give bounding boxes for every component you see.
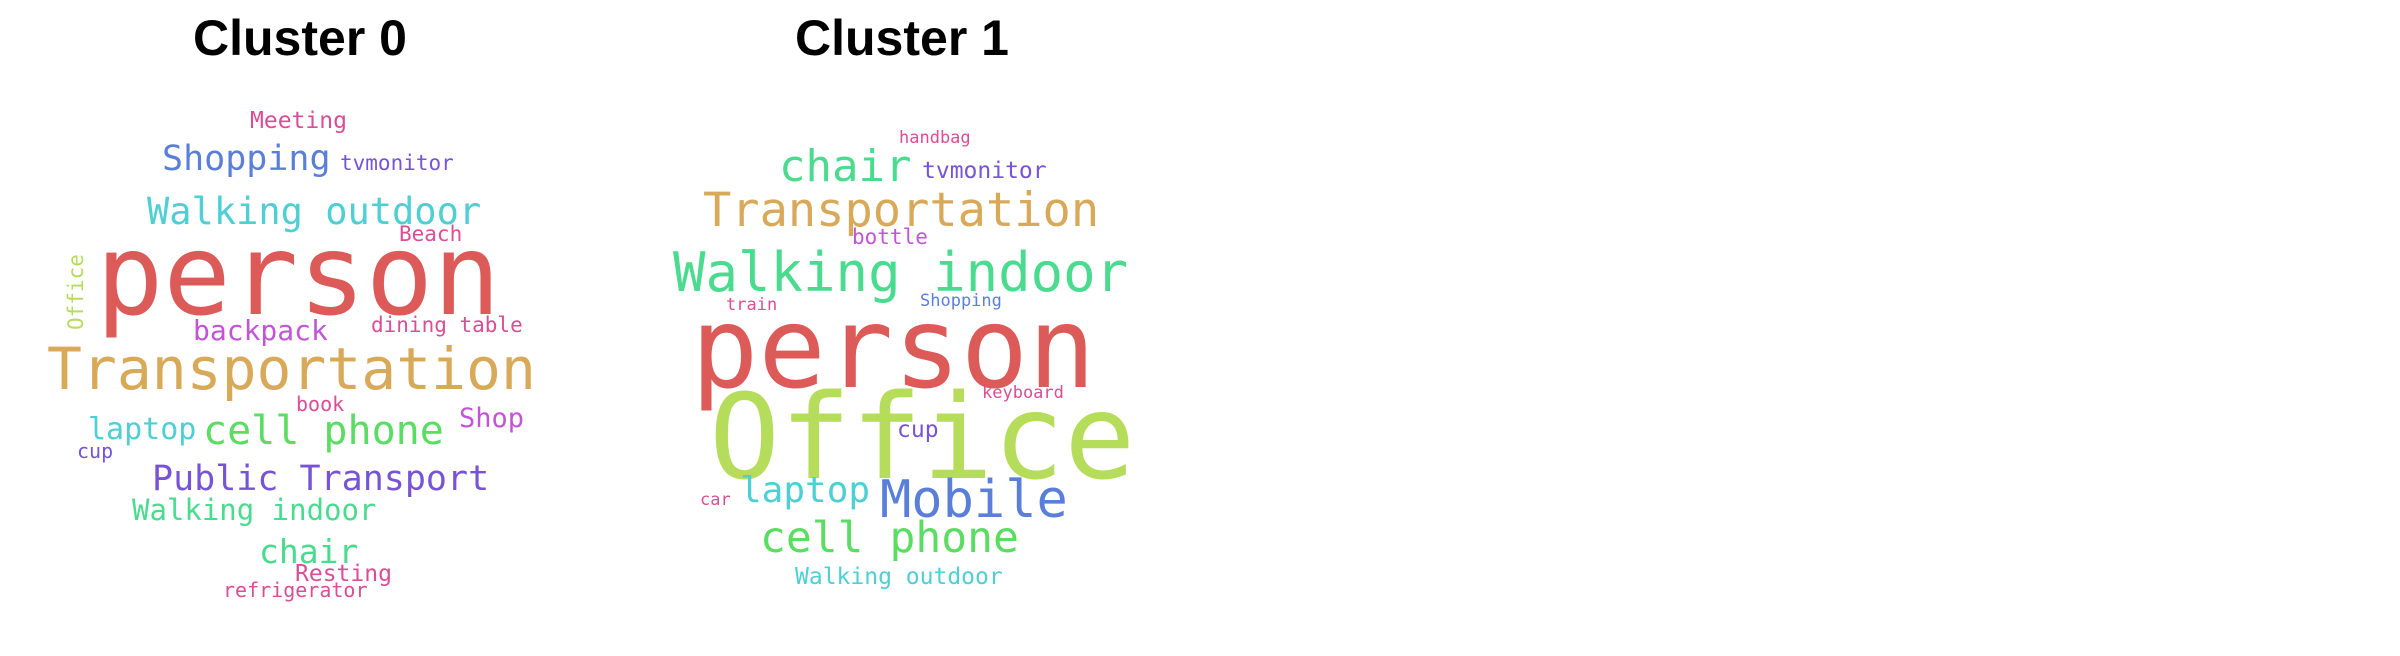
word-office: Office (64, 254, 88, 330)
word-book: book (296, 392, 345, 416)
word-chair: chair (259, 532, 359, 571)
word-tvmonitor: tvmonitor (922, 158, 1047, 184)
word-resting: Resting (295, 561, 392, 587)
wordcloud-panel-cluster-1: Cluster 1 person Office Walking indoor T… (602, 0, 1202, 656)
word-tvmonitor: tvmonitor (340, 151, 454, 175)
word-person: person (96, 211, 501, 341)
word-handbag: handbag (899, 128, 971, 148)
word-walking-indoor: Walking indoor (673, 241, 1129, 304)
panel-title: Cluster 0 (193, 10, 407, 66)
word-cell-phone: cell phone (760, 513, 1019, 563)
word-cell-phone: cell phone (203, 408, 444, 454)
word-meeting: Meeting (250, 108, 347, 134)
panel-title: Cluster 1 (795, 10, 1009, 66)
word-train: train (726, 295, 778, 315)
word-walking-outdoor: Walking outdoor (795, 564, 1003, 590)
wordcloud-panel-cluster-0: Cluster 0 person Transportation Walking … (0, 0, 600, 656)
word-laptop: laptop (740, 470, 871, 511)
word-shop: Shop (459, 403, 525, 434)
word-bottle: bottle (852, 225, 928, 249)
word-transportation: Transportation (47, 335, 536, 403)
word-transportation: Transportation (703, 183, 1100, 238)
word-public-transport: Public Transport (152, 459, 490, 499)
word-backpack: backpack (193, 314, 328, 347)
word-person: person (691, 284, 1096, 414)
word-cup: cup (897, 417, 939, 443)
word-dining-table: dining table (371, 313, 523, 337)
word-shopping: Shopping (162, 139, 331, 179)
word-laptop: laptop (88, 412, 197, 447)
word-refrigerator: refrigerator (223, 578, 368, 602)
word-walking-indoor: Walking indoor (132, 493, 377, 527)
word-mobile: Mobile (880, 470, 1068, 530)
word-office: Office (709, 368, 1136, 506)
word-cup: cup (77, 439, 114, 463)
word-chair: chair (779, 141, 912, 192)
word-keyboard: keyboard (982, 383, 1064, 403)
word-shopping: Shopping (920, 291, 1002, 311)
word-car: car (700, 490, 731, 510)
word-beach: Beach (399, 222, 463, 246)
word-walking-outdoor: Walking outdoor (147, 190, 482, 233)
